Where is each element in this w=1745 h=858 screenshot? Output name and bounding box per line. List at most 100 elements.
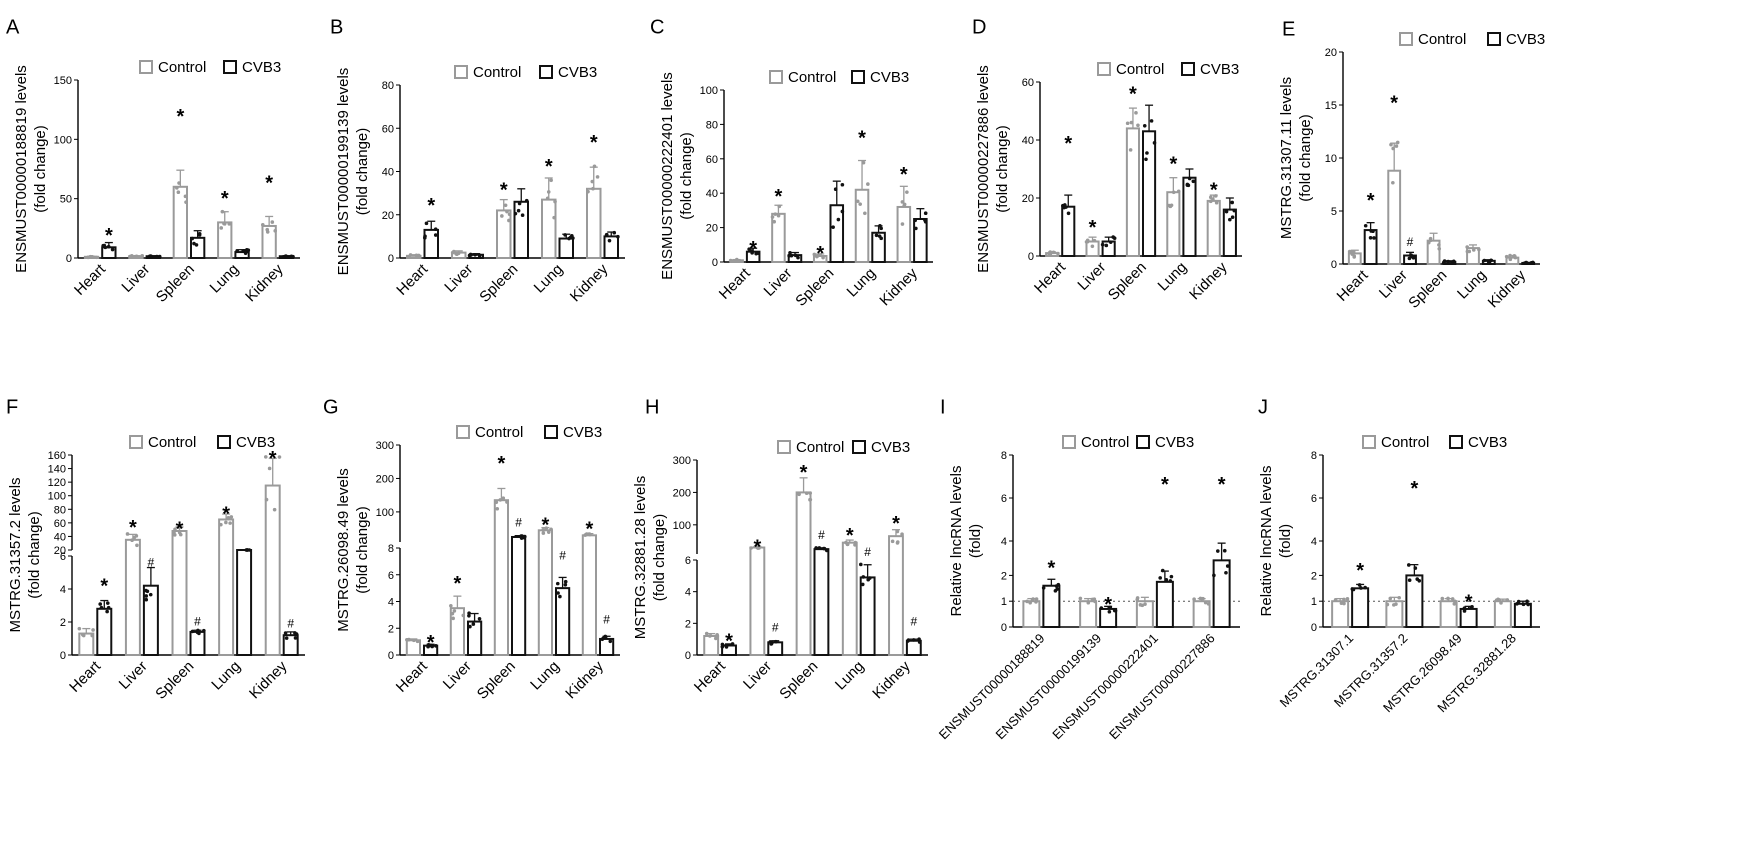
data-dot: [1078, 596, 1083, 601]
data-dot: [756, 546, 760, 550]
data-dot: [552, 215, 556, 220]
data-dot: [426, 643, 431, 647]
significance-star: *: [1356, 560, 1364, 582]
data-dot: [1516, 599, 1521, 604]
y-tick-label: 2: [388, 623, 394, 635]
data-dot: [1347, 249, 1352, 254]
legend: Control CVB3: [1062, 434, 1194, 451]
data-dot: [1441, 260, 1446, 265]
data-dot: [495, 506, 500, 511]
y-tick-label: 0: [1001, 622, 1007, 634]
significance-star: *: [222, 504, 230, 526]
legend-swatch-cvb3: [1136, 435, 1150, 449]
data-dot: [1496, 597, 1500, 602]
data-dot: [501, 496, 506, 500]
data-dot: [713, 636, 718, 641]
bar-control: [841, 541, 858, 656]
y-tick-label: 0: [1028, 251, 1034, 263]
data-dot: [91, 628, 95, 632]
data-dot: [106, 605, 111, 610]
data-dot: [99, 605, 104, 610]
data-dot: [549, 178, 553, 183]
bar-control: [1079, 600, 1098, 629]
y-tick-label: 6: [685, 555, 691, 567]
significance-star: *: [1390, 93, 1398, 115]
legend-swatch-control: [454, 65, 468, 79]
data-dot: [845, 542, 850, 547]
data-dot: [777, 204, 782, 209]
panel-label: E: [1282, 19, 1295, 41]
data-dot: [1055, 587, 1059, 591]
x-tick-label: Spleen: [1405, 267, 1450, 312]
data-dot: [190, 236, 195, 241]
y-tick-label: 20: [382, 210, 394, 222]
bar-cvb3: [913, 218, 928, 263]
data-dot: [1345, 597, 1350, 601]
data-dot: [1108, 240, 1113, 244]
data-dot: [1125, 121, 1130, 126]
y-tick-label: 60: [54, 518, 66, 530]
data-dot: [229, 515, 234, 519]
legend-swatch-control: [1399, 32, 1413, 46]
data-dot: [228, 521, 232, 525]
data-dot: [522, 534, 527, 539]
data-dot: [590, 179, 595, 184]
data-dot: [477, 254, 482, 258]
y-tick-label: 80: [54, 504, 66, 516]
data-dot: [917, 640, 922, 644]
data-dot: [770, 215, 775, 219]
data-dot: [473, 253, 477, 257]
y-axis-label: Relative lncRNA levels: [1258, 466, 1275, 617]
data-dot: [769, 642, 774, 646]
data-dot: [1450, 597, 1455, 601]
y-tick-label: 6: [1311, 493, 1317, 505]
data-dot: [500, 214, 504, 218]
data-dot: [720, 642, 725, 647]
y-tick-label: 0: [66, 253, 72, 265]
data-dot: [1201, 596, 1205, 601]
y-tick-label: 160: [48, 450, 66, 462]
data-dot: [1051, 250, 1056, 255]
data-dot: [1092, 238, 1097, 243]
data-dot: [1066, 211, 1071, 216]
legend-swatch-cvb3: [852, 440, 866, 454]
panel-label: H: [645, 397, 659, 419]
x-tick-label: Lung: [208, 658, 244, 694]
y-tick-label: 300: [673, 455, 691, 467]
data-dot: [273, 229, 278, 233]
data-dot: [1524, 260, 1529, 265]
data-dot: [874, 233, 879, 238]
legend-label-cvb3: CVB3: [1506, 31, 1545, 48]
bar-control: [896, 205, 912, 264]
data-dot: [730, 642, 735, 646]
data-dot: [1128, 148, 1133, 152]
legend-swatch-cvb3: [851, 70, 865, 84]
legend-label-control: Control: [1418, 31, 1466, 48]
significance-hash: #: [772, 621, 779, 635]
y-tick-label: 150: [54, 75, 72, 87]
data-dot: [194, 243, 199, 247]
data-dot: [1394, 602, 1398, 606]
data-dot: [94, 255, 99, 260]
legend-swatch-control: [129, 435, 143, 449]
bar-control: [1125, 127, 1141, 257]
legend-swatch-control: [769, 70, 783, 84]
y-axis-label: Relative lncRNA levels: [948, 466, 965, 617]
data-dot: [173, 527, 177, 532]
bar-control: [264, 484, 281, 656]
data-dot: [196, 628, 200, 633]
significance-hash: #: [864, 545, 871, 559]
significance-hash: #: [515, 516, 522, 530]
significance-star: *: [586, 518, 594, 540]
data-dot: [1169, 574, 1174, 579]
data-dot: [1203, 600, 1208, 605]
data-dot: [895, 529, 900, 534]
bar-control: [1206, 199, 1221, 257]
significance-star: *: [590, 132, 598, 154]
data-dot: [1086, 600, 1091, 605]
data-dot: [1350, 250, 1355, 254]
data-dot: [424, 221, 429, 226]
data-dot: [1465, 249, 1470, 254]
data-dot: [1224, 571, 1228, 575]
data-dot: [227, 222, 232, 226]
